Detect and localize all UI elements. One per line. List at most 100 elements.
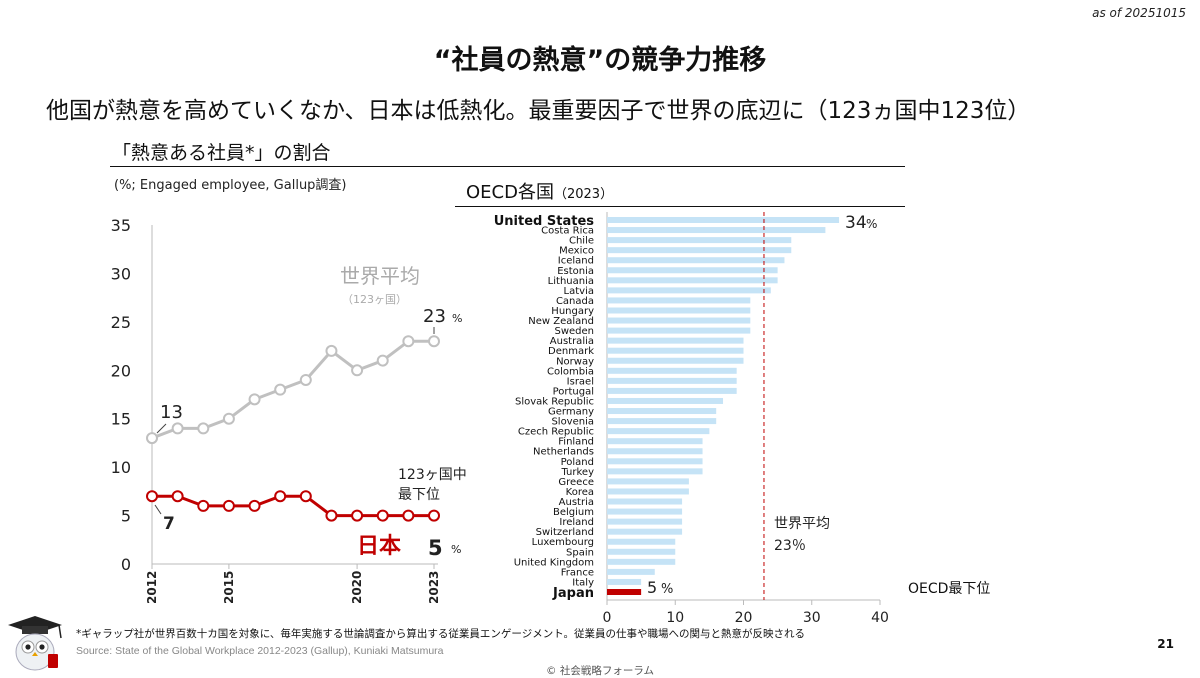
japan-end-value: 5	[428, 536, 443, 560]
bar-hungary	[607, 307, 751, 314]
right-heading-divider	[455, 206, 905, 207]
x-tick-label: 2020	[350, 571, 364, 604]
footnote: *ギャラップ社が世界百数十カ国を対象に、毎年実施する世論調査から算出する従業員エ…	[76, 628, 806, 640]
country-label: Poland	[561, 457, 594, 468]
country-label: Slovenia	[551, 417, 594, 428]
bar-portugal	[607, 387, 737, 394]
japan-data-point	[325, 509, 338, 522]
top-bar-value: 34	[845, 213, 867, 233]
world-series-note: （123ヶ国）	[342, 293, 407, 306]
rank-text-line1: 123ヶ国中	[398, 467, 467, 483]
bar-lithuania	[607, 277, 778, 284]
country-label: Slovak Republic	[515, 396, 594, 407]
world-start-value: 13	[160, 402, 183, 423]
japan-data-point	[274, 490, 287, 503]
bar-austria	[607, 498, 683, 505]
bar-estonia	[607, 267, 778, 274]
country-label: Portugal	[553, 386, 594, 397]
oecd-lowest-label: OECD最下位	[908, 581, 990, 597]
world-data-point	[146, 432, 158, 445]
bar-finland	[607, 438, 703, 445]
bar-australia	[607, 337, 744, 344]
left-heading-divider	[110, 166, 905, 167]
country-label: Sweden	[554, 326, 594, 337]
bar-united-states	[607, 217, 840, 223]
bar-canada	[607, 297, 751, 304]
bar-greece	[607, 478, 689, 485]
x-tick-label: 40	[871, 610, 889, 625]
x-tick-label: 0	[603, 610, 612, 625]
japan-data-point	[299, 490, 312, 503]
y-tick-label: 10	[111, 458, 131, 477]
right-chart-heading-text: OECD各国	[466, 182, 554, 203]
country-label: Czech Republic	[518, 427, 594, 438]
bar-luxembourg	[607, 538, 676, 545]
left-chart-unit: (%; Engaged employee, Gallup調査)	[114, 178, 347, 193]
japan-data-point	[197, 499, 210, 512]
country-label: Lithuania	[548, 276, 594, 287]
japan-data-point	[402, 509, 415, 522]
country-label: Switzerland	[536, 527, 594, 538]
world-end-unit: %	[452, 312, 462, 325]
country-label: Turkey	[560, 467, 594, 478]
world-data-point	[248, 393, 261, 406]
rank-text-line2: 最下位	[398, 487, 440, 503]
bar-israel	[607, 377, 737, 384]
japan-data-point	[351, 509, 364, 522]
japan-data-point	[171, 490, 184, 503]
country-label: Iceland	[558, 256, 594, 267]
world-data-point	[299, 373, 312, 386]
y-tick-label: 35	[111, 216, 131, 235]
country-label: Canada	[556, 296, 594, 307]
reference-line-label: 世界平均	[774, 516, 830, 532]
right-chart-heading-year: （2023）	[553, 187, 614, 202]
source-note: Source: State of the Global Workplace 20…	[76, 645, 444, 657]
country-label: Greece	[558, 477, 594, 488]
japan-data-point	[248, 499, 261, 512]
world-data-point	[402, 335, 415, 348]
country-label: Netherlands	[533, 447, 594, 458]
world-start-leader	[156, 423, 167, 434]
y-tick-label: 25	[111, 313, 131, 332]
reference-line-value: 23％	[774, 538, 806, 554]
country-label: Costa Rica	[541, 226, 594, 237]
japan-data-point	[428, 509, 440, 522]
country-label: Israel	[567, 376, 594, 387]
bar-mexico	[607, 247, 792, 254]
country-label: Australia	[550, 336, 594, 347]
x-tick-label: 20	[735, 610, 753, 625]
bar-japan	[607, 589, 642, 595]
country-label: Korea	[566, 487, 594, 498]
engagement-line-chart: 0 5 10 15 20 25 30 35 2012 2015 2020 2023 世界平均 （123ヶ…	[111, 216, 467, 604]
bar-iceland	[607, 257, 785, 264]
world-series-label: 世界平均	[340, 264, 420, 288]
country-label: New Zealand	[528, 316, 594, 327]
world-data-point	[274, 383, 287, 396]
japan-bar-value: 5	[647, 578, 657, 597]
country-label: Italy	[572, 577, 594, 588]
bar-costa-rica	[607, 227, 826, 234]
world-data-point	[325, 344, 338, 357]
country-label: United Kingdom	[514, 557, 594, 568]
page-title: “社員の熱意”の競争力推移	[433, 45, 767, 76]
as-of-date: as of 20251015	[1092, 6, 1186, 20]
japan-start-value: 7	[163, 514, 175, 534]
country-label: Estonia	[557, 266, 594, 277]
japan-end-unit: %	[451, 543, 461, 556]
bar-slovenia	[607, 418, 717, 425]
bar-czech-republic	[607, 428, 710, 435]
country-label: Japan	[552, 586, 594, 601]
world-data-point	[171, 422, 184, 435]
bar-ireland	[607, 518, 683, 525]
bar-france	[607, 568, 655, 575]
japan-data-point	[376, 509, 389, 522]
bar-turkey	[607, 468, 703, 475]
world-data-point	[428, 335, 440, 348]
japan-bar-unit: %	[661, 582, 673, 597]
y-tick-label: 0	[121, 555, 131, 574]
copyright: © 社会戦略フォーラム	[545, 665, 655, 677]
country-label: France	[561, 567, 594, 578]
country-label: Hungary	[551, 306, 594, 317]
bar-colombia	[607, 367, 737, 374]
